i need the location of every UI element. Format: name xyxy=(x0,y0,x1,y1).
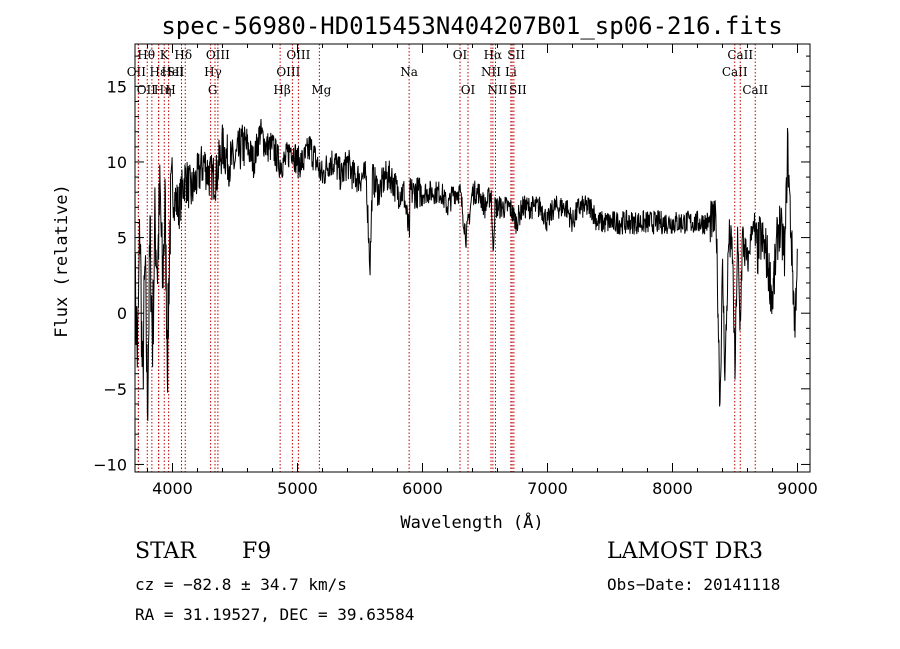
line-label: Hθ xyxy=(137,48,155,62)
line-label: CaII xyxy=(727,48,753,62)
chart-title: spec-56980-HD015453N404207B01_sp06-216.f… xyxy=(161,12,782,40)
object-class: STAR xyxy=(135,539,196,564)
plot-frame xyxy=(134,43,811,473)
x-tick-label: 8000 xyxy=(652,479,693,498)
line-label: OIII xyxy=(276,65,300,79)
line-label: Mg xyxy=(311,83,331,97)
x-axis-label: Wavelength (Å) xyxy=(400,511,543,533)
line-label: H xyxy=(165,83,175,97)
x-tick-label: 4000 xyxy=(152,479,193,498)
line-label: K xyxy=(160,48,170,62)
line-label: Hα xyxy=(484,48,503,62)
line-label: HeI xyxy=(161,65,184,79)
line-label: OII xyxy=(127,65,147,79)
x-tick-label: 6000 xyxy=(402,479,443,498)
y-axis-label: Flux (relative) xyxy=(52,184,72,338)
line-label: Hε xyxy=(150,65,167,79)
x-tick-label: 7000 xyxy=(527,479,568,498)
y-tick-label: −5 xyxy=(103,380,127,399)
redshift-velocity: cz = −82.8 ± 34.7 km/s xyxy=(135,575,347,594)
line-label: SII xyxy=(507,48,525,62)
spectrum-line xyxy=(134,118,798,421)
line-label: Hγ xyxy=(204,65,222,79)
y-tick-label: −10 xyxy=(93,455,127,474)
observation-date: Obs−Date: 20141118 xyxy=(607,575,781,594)
line-label: Hβ xyxy=(273,83,290,97)
coordinates: RA = 31.19527, DEC = 39.63584 xyxy=(135,605,415,624)
y-tick-label: 0 xyxy=(117,304,127,323)
y-tick-label: 10 xyxy=(107,153,127,172)
line-label: NII xyxy=(488,83,508,97)
line-label: Li xyxy=(505,65,517,79)
object-subclass: F9 xyxy=(242,539,272,564)
line-label: Na xyxy=(400,65,418,79)
survey-name: LAMOST DR3 xyxy=(607,539,763,564)
line-label: OI xyxy=(453,48,468,62)
line-label: CaII xyxy=(742,83,768,97)
line-label: OIII xyxy=(286,48,310,62)
line-label: OI xyxy=(461,83,476,97)
axis-ticks: 4000 5000 6000 7000 8000 9000 −10 −5 0 5 10 15 xyxy=(93,44,818,498)
x-tick-label: 5000 xyxy=(277,479,318,498)
line-label: Hδ xyxy=(174,48,192,62)
line-label: OIII xyxy=(206,48,230,62)
line-label: G xyxy=(208,83,218,97)
y-tick-label: 5 xyxy=(117,229,127,248)
line-label: SII xyxy=(167,65,185,79)
line-label: SII xyxy=(509,83,527,97)
line-label: NII xyxy=(481,65,501,79)
line-label: CaII xyxy=(722,65,748,79)
x-tick-label: 9000 xyxy=(777,479,818,498)
y-tick-label: 15 xyxy=(107,77,127,96)
